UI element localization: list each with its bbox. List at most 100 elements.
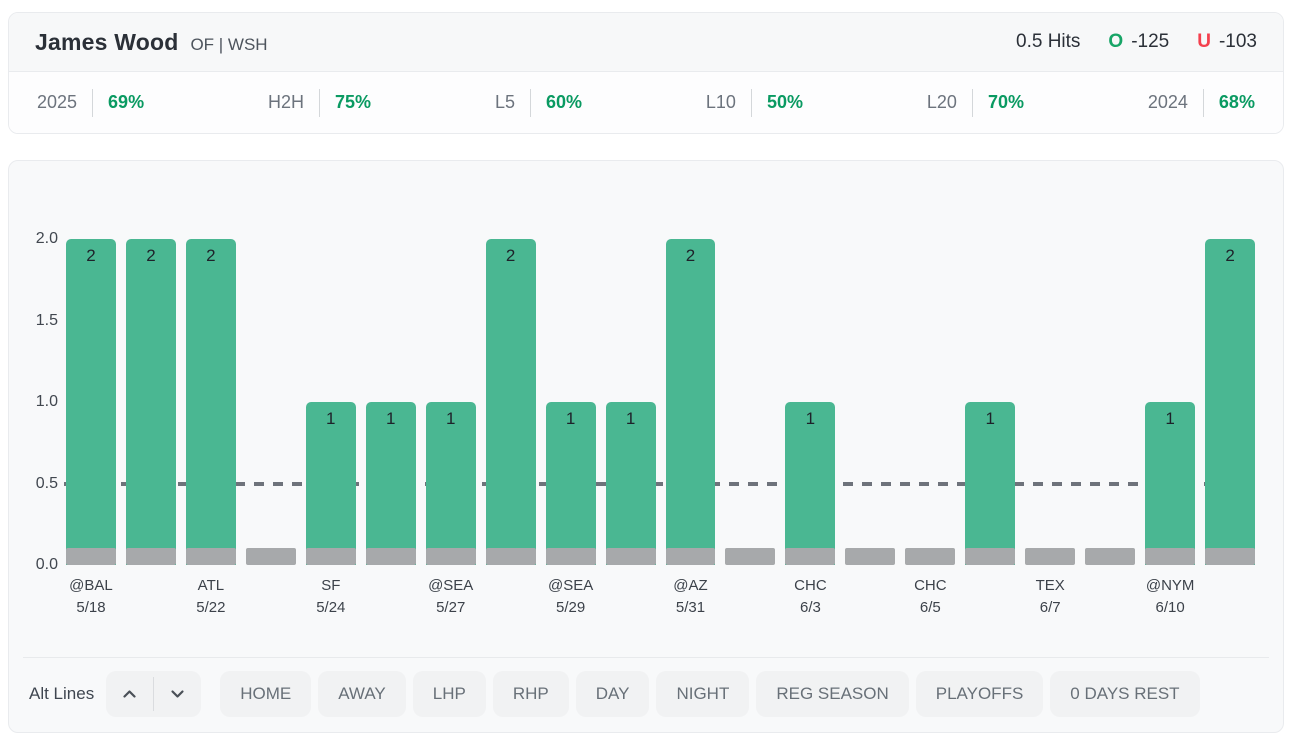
- filter-button-day[interactable]: DAY: [575, 671, 650, 717]
- over-odds: O -125: [1108, 31, 1169, 53]
- bar-slot: 2: [665, 239, 716, 565]
- filter-button-lhp[interactable]: LHP: [412, 671, 486, 717]
- hits-bar: 1: [365, 402, 416, 565]
- hits-bar: 2: [66, 239, 116, 565]
- split-divider: [1202, 88, 1204, 117]
- stepper-separator: [153, 677, 155, 711]
- alt-lines-label: Alt Lines: [29, 684, 95, 703]
- game-log-chart-card: 2.0 1.5 1.0 0.5 0.0 2 2 2 1 1 1 2 1 1 2 1 1 1 2 @BAL 5/18 A…: [8, 160, 1284, 733]
- hits-bar: 1: [305, 402, 356, 565]
- x-axis-label: @NYM 6/10: [1145, 577, 1195, 616]
- x-axis-label: [366, 575, 416, 621]
- filter-button-home[interactable]: HOME: [220, 671, 312, 717]
- split-label: 2025: [37, 92, 78, 112]
- bar-base-stub: [365, 548, 416, 565]
- x-axis-label: [965, 575, 1015, 621]
- hits-bar: 2: [125, 239, 176, 565]
- split-divider: [971, 88, 973, 117]
- hits-bar: 1: [1145, 402, 1196, 565]
- split-divider: [529, 88, 531, 117]
- position-team: OF | WSH: [190, 34, 268, 54]
- bar-slot: 2: [125, 239, 176, 565]
- split-2024: 2024 68%: [1148, 88, 1255, 117]
- split-divider: [750, 88, 752, 117]
- hits-bar: 2: [1205, 239, 1256, 565]
- bar-base-stub: [965, 548, 1016, 565]
- bar-slot: 2: [485, 239, 536, 565]
- split-label: L20: [926, 92, 957, 112]
- bar-base-stub: [725, 548, 776, 565]
- split-2025: 2025 69%: [37, 88, 144, 117]
- bar-value-label: 2: [86, 246, 96, 265]
- x-axis-label: @SEA 5/29: [547, 577, 594, 616]
- x-axis-label: ATL 5/22: [196, 577, 226, 616]
- filter-button-away[interactable]: AWAY: [318, 671, 406, 717]
- chevron-down-icon: [171, 690, 184, 698]
- filter-button-playoffs[interactable]: PLAYOFFS: [915, 671, 1044, 717]
- bar-base-stub: [845, 548, 896, 565]
- y-tick: 1.0: [35, 393, 58, 410]
- split-l5: L5 60%: [495, 88, 582, 117]
- split-value: 75%: [335, 92, 372, 112]
- bar-slot: [1085, 239, 1136, 565]
- y-tick: 1.5: [35, 311, 58, 329]
- x-axis-label: [246, 575, 296, 621]
- bar-value-label: 1: [565, 409, 576, 428]
- bar-slot: 2: [1205, 239, 1256, 565]
- filter-button-0-days-rest[interactable]: 0 DAYS REST: [1050, 671, 1200, 717]
- bar-base-stub: [125, 548, 176, 565]
- filter-button-reg-season[interactable]: REG SEASON: [756, 671, 909, 717]
- bar-slot: 1: [1145, 239, 1196, 565]
- over-letter: O: [1108, 31, 1124, 52]
- bar-value-label: 1: [386, 409, 396, 428]
- split-divider: [92, 88, 94, 117]
- x-axis-label: [1205, 575, 1255, 621]
- split-value: 68%: [1218, 92, 1255, 112]
- split-value: 60%: [545, 92, 582, 112]
- bar-value-label: 2: [1225, 246, 1235, 265]
- bar-base-stub: [545, 548, 596, 565]
- bar-base-stub: [1025, 548, 1076, 565]
- bar-value-label: 2: [206, 246, 216, 265]
- split-value: 50%: [766, 92, 803, 112]
- y-tick: 0.0: [35, 556, 58, 573]
- filter-row: Alt Lines HOME AWAY LHP RHP DAY NIG: [9, 658, 1283, 730]
- bar-value-label: 1: [805, 409, 816, 428]
- split-value: 70%: [987, 92, 1024, 112]
- alt-line-up-button[interactable]: [106, 671, 153, 717]
- chevron-up-icon: [123, 690, 136, 698]
- bar-value-label: 2: [505, 246, 516, 265]
- bar-slot: 1: [965, 239, 1016, 565]
- bar-slot: [725, 239, 776, 565]
- hits-bar: 1: [605, 402, 656, 565]
- hits-bar: 1: [965, 402, 1016, 565]
- alt-lines-stepper: [106, 671, 202, 717]
- filter-button-rhp[interactable]: RHP: [492, 671, 569, 717]
- bar-slot: 1: [785, 239, 836, 565]
- bar-slot: 1: [425, 239, 476, 565]
- split-divider: [319, 88, 320, 117]
- x-axis-label: CHC 6/3: [794, 577, 827, 616]
- bar-value-label: 2: [685, 246, 696, 265]
- prop-threshold-line: [64, 481, 1255, 486]
- hits-bar: 2: [485, 239, 536, 565]
- bar-value-label: 2: [146, 246, 156, 265]
- x-axis-labels: @BAL 5/18 ATL 5/22 SF 5/24 @SEA 5/27 @SEA 5/29 @AZ…: [66, 575, 1255, 621]
- hits-bar: 2: [185, 239, 236, 565]
- bar-slot: [1025, 239, 1076, 565]
- bars-row: 2 2 2 1 1 1 2 1 1 2 1 1 1 2: [66, 239, 1256, 565]
- bar-value-label: 1: [1165, 409, 1175, 428]
- bar-chart-plot: 2.0 1.5 1.0 0.5 0.0 2 2 2 1 1 1 2 1 1 2 1 1 1 2: [36, 230, 1256, 573]
- bar-slot: [245, 239, 296, 565]
- filter-button-night[interactable]: NIGHT: [656, 671, 750, 717]
- prop-line-label: 0.5 Hits: [1016, 31, 1081, 52]
- alt-line-down-button[interactable]: [154, 671, 201, 717]
- player-header-card: James Wood OF | WSH 0.5 Hits O -125 U -1…: [8, 12, 1284, 134]
- hits-bar: 1: [785, 402, 836, 565]
- x-axis-label: [725, 575, 775, 621]
- bar-slot: 1: [545, 239, 596, 565]
- y-tick: 2.0: [35, 230, 58, 247]
- player-identity: James Wood OF | WSH: [35, 29, 268, 56]
- hit-rate-splits-row: 2025 69% H2H 75% L5 60% L10 50% L20: [9, 72, 1283, 133]
- x-axis-label: [606, 575, 656, 621]
